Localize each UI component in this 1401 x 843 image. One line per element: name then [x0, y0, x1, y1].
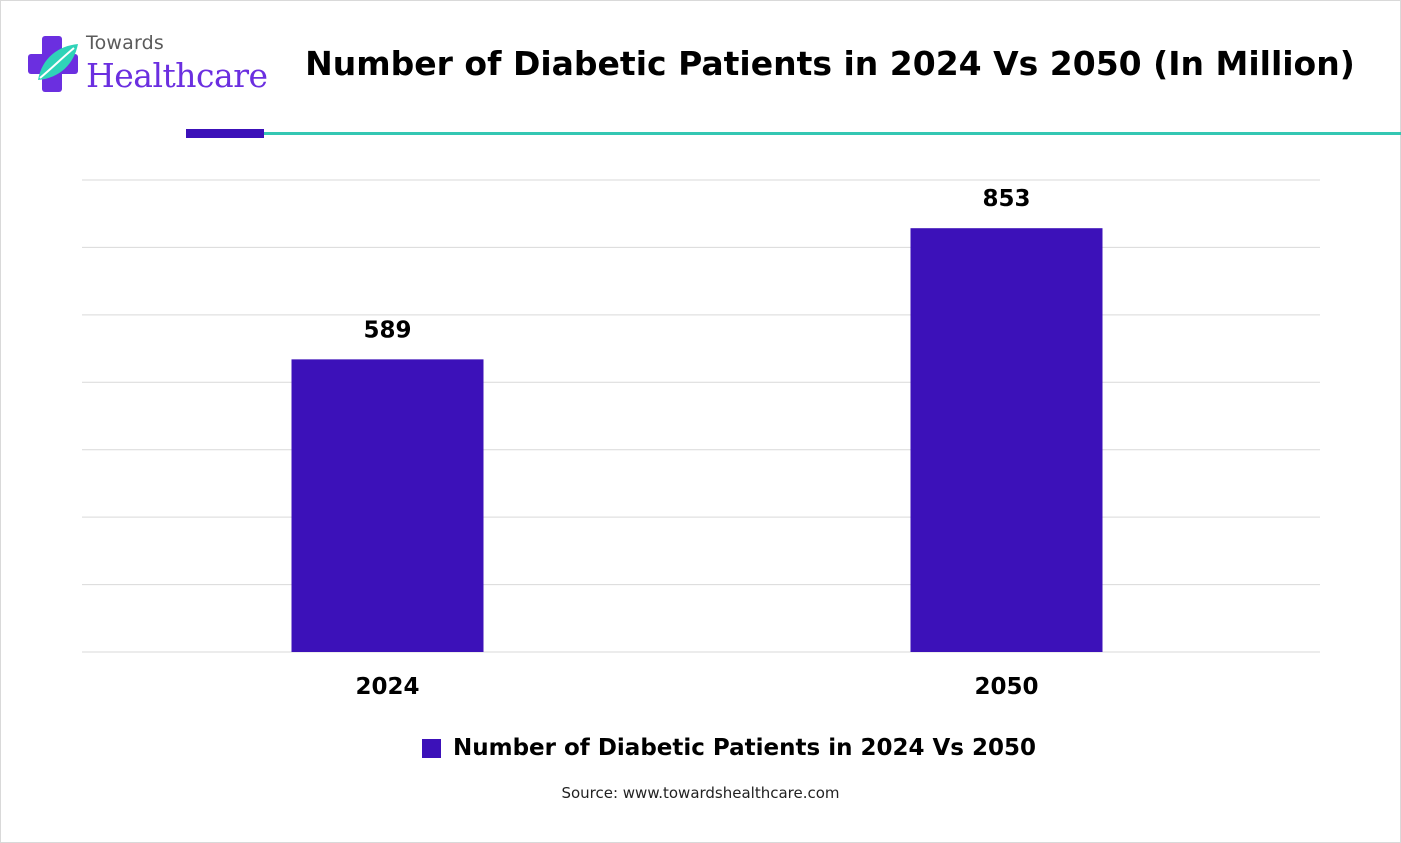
chart-title: Number of Diabetic Patients in 2024 Vs 2… — [305, 44, 1355, 83]
brand-logo: Towards Healthcare — [28, 30, 268, 100]
medical-cross-leaf-icon — [28, 36, 78, 92]
x-axis-ticks: 2024 2050 — [355, 674, 1038, 700]
source-note: Source: www.towardshealthcare.com — [561, 784, 840, 802]
data-labels: 589 853 — [363, 186, 1030, 343]
data-label-2024: 589 — [363, 317, 411, 343]
bar-2024 — [291, 359, 484, 652]
bars — [291, 228, 1103, 653]
gridlines — [82, 179, 1320, 653]
x-tick-2024: 2024 — [355, 674, 419, 700]
legend: Number of Diabetic Patients in 2024 Vs 2… — [422, 735, 1036, 761]
bar-2050 — [910, 228, 1103, 653]
brand-name-top: Towards — [86, 32, 165, 54]
legend-swatch — [422, 738, 441, 758]
title-rule-accent — [186, 129, 264, 138]
x-tick-2050: 2050 — [974, 674, 1038, 700]
data-label-2050: 853 — [982, 186, 1030, 212]
legend-label: Number of Diabetic Patients in 2024 Vs 2… — [453, 735, 1036, 761]
brand-name-bottom: Healthcare — [86, 56, 268, 95]
title-rule-line — [264, 132, 1401, 135]
